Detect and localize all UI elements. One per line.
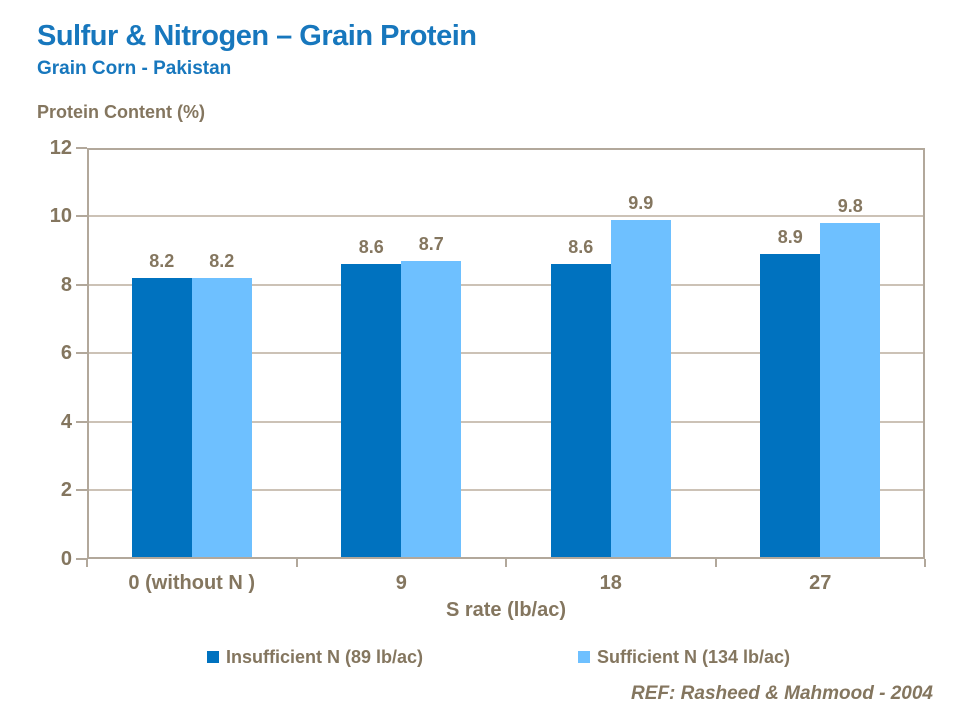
- x-category-label: 27: [809, 572, 832, 594]
- chart-title: Sulfur & Nitrogen – Grain Protein: [37, 20, 477, 52]
- legend-label: Sufficient N (134 lb/ac): [597, 646, 791, 667]
- bar-series1-cat4: [760, 254, 821, 559]
- x-category-label: 0 (without N ): [128, 572, 256, 594]
- bar-value-label: 8.7: [418, 234, 444, 254]
- bar-series2-cat2: [401, 261, 462, 559]
- y-tick-label-12: 12: [49, 137, 72, 159]
- x-tick-mark: [505, 559, 507, 567]
- y-tick-mark: [76, 284, 87, 286]
- y-tick-label-10: 10: [49, 205, 72, 227]
- bar-series2-cat4: [820, 223, 881, 559]
- legend-label: Insufficient N (89 lb/ac): [226, 646, 424, 667]
- gridline-y-4: [87, 421, 925, 423]
- x-category-label: 9: [395, 572, 407, 594]
- y-tick-label-6: 6: [60, 342, 72, 364]
- x-tick-mark: [86, 559, 88, 567]
- bar-value-label: 8.9: [777, 227, 803, 247]
- y-tick-label-2: 2: [60, 479, 72, 501]
- y-tick-mark: [76, 352, 87, 354]
- plot-area: 8.2 8.2 8.6 8.7 8.6 9.9 8.9 9.8: [87, 148, 925, 559]
- gridline-y-8: [87, 284, 925, 286]
- x-tick-mark: [924, 559, 926, 567]
- x-tick-mark: [714, 559, 717, 567]
- legend-swatch-icon: [207, 651, 219, 663]
- y-tick-mark: [76, 489, 87, 491]
- y-tick-mark: [76, 147, 87, 149]
- bar-value-label: 8.6: [358, 237, 384, 257]
- bar-series2-cat1: [191, 278, 252, 559]
- legend-item-series2: Sufficient N (134 lb/ac): [578, 645, 790, 669]
- bar-value-label: 8.2: [149, 251, 175, 271]
- y-tick-mark: [76, 558, 87, 560]
- gridline-y-10: [87, 215, 925, 217]
- y-tick-label-0: 0: [60, 548, 72, 570]
- gridline-y-2: [87, 489, 925, 491]
- reference-text: REF: Rasheed & Mahmood - 2004: [631, 683, 933, 704]
- y-axis-title: Protein Content (%): [37, 102, 205, 122]
- chart-legend: Insufficient N (89 lb/ac) Sufficient N (1…: [0, 645, 960, 671]
- bar-series1-cat1: [131, 278, 192, 559]
- gridline-y-6: [87, 352, 925, 354]
- bar-value-label: 9.9: [628, 193, 654, 213]
- bar-series2-cat3: [610, 220, 671, 559]
- chart-subtitle: Grain Corn - Pakistan: [37, 58, 232, 79]
- y-tick-mark: [76, 215, 87, 217]
- bar-series1-cat2: [341, 264, 402, 559]
- bar-value-label: 9.8: [837, 196, 863, 216]
- y-tick-label-8: 8: [60, 274, 72, 296]
- y-tick-mark: [76, 421, 87, 423]
- x-axis-title: S rate (lb/ac): [445, 599, 567, 621]
- bar-value-label: 8.2: [209, 251, 235, 271]
- legend-swatch-icon: [578, 651, 590, 663]
- x-category-label: 18: [599, 572, 622, 594]
- x-tick-mark: [295, 559, 298, 567]
- bar-value-label: 8.6: [568, 237, 594, 257]
- bar-series1-cat3: [550, 264, 611, 559]
- y-tick-label-4: 4: [60, 411, 72, 433]
- legend-item-series1: Insufficient N (89 lb/ac): [207, 645, 423, 669]
